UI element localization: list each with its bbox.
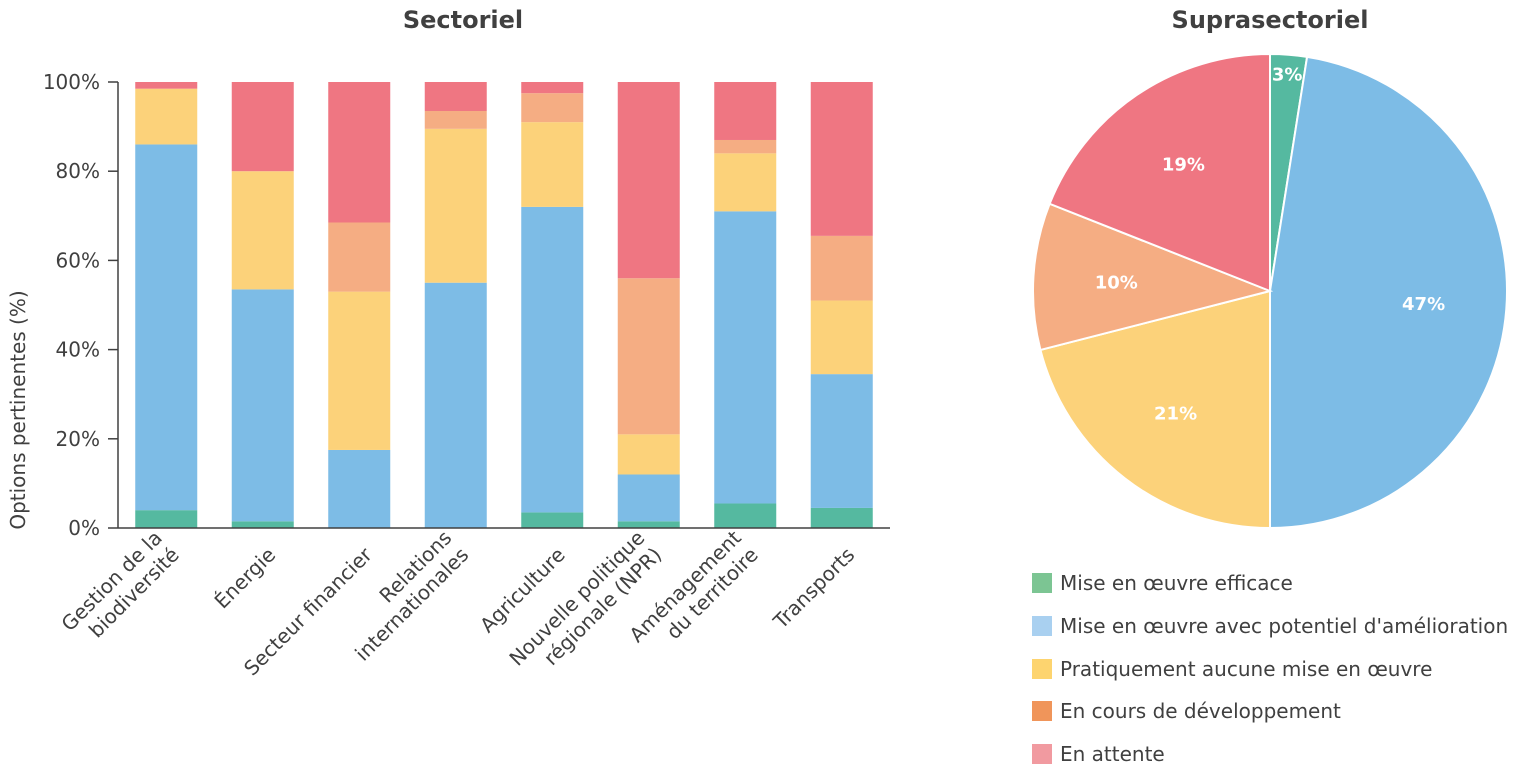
pie-slice [1032, 202, 1274, 352]
x-tick-label-line: Énergie [210, 543, 281, 614]
pie-chart-title: Suprasectoriel [1172, 6, 1369, 34]
bar-segment [521, 82, 584, 94]
bar-segment [810, 235, 873, 301]
bar-segment [231, 289, 294, 522]
legend: Mise en œuvre efficace Mise en œuvre avec… [1032, 562, 1508, 775]
pie-slice [1048, 52, 1271, 293]
bar-segment [810, 82, 873, 236]
pie-slice-label: 19% [1162, 155, 1205, 176]
bar-segment [714, 211, 777, 504]
bar-segment [135, 510, 198, 528]
bar-segment [810, 300, 873, 375]
x-tick-label: Énergie [210, 543, 281, 614]
pie-slice-label: 21% [1154, 404, 1197, 425]
x-tick-label: Transports [768, 543, 859, 634]
bar-segment [424, 282, 487, 528]
bar-segment [714, 139, 777, 154]
legend-item: Mise en œuvre efficace [1032, 562, 1508, 605]
bar-segment [135, 88, 198, 145]
bar-segment [617, 434, 680, 475]
legend-item: En cours de développement [1032, 690, 1508, 733]
pie-slice [1039, 289, 1271, 530]
legend-item: Pratiquement aucune mise en œuvre [1032, 647, 1508, 690]
y-tick-label: 20% [56, 427, 100, 451]
y-tick-label: 100% [43, 70, 100, 94]
y-axis-label: Options pertinentes (%) [6, 290, 30, 529]
bar-segment [328, 222, 391, 292]
pie-slice [1269, 55, 1508, 530]
legend-label: Mise en œuvre efficace [1060, 571, 1293, 596]
legend-label: Mise en œuvre avec potentiel d'améliorat… [1060, 614, 1509, 639]
bar-segment [424, 128, 487, 283]
y-tick-label: 80% [56, 159, 100, 183]
bar-segment [617, 82, 680, 279]
bar-segment [328, 449, 391, 528]
legend-swatch [1032, 573, 1052, 594]
legend-item: En attente [1032, 733, 1508, 775]
y-tick-label: 40% [56, 338, 100, 362]
bar-segment [810, 507, 873, 528]
y-tick-label: 60% [56, 248, 100, 272]
bar-segment [135, 82, 198, 89]
pie-slice-label: 47% [1402, 294, 1445, 315]
legend-item: Mise en œuvre avec potentiel d'améliorat… [1032, 605, 1508, 648]
bar-segment [810, 374, 873, 508]
bar-segment [231, 521, 294, 528]
bar-segment [714, 503, 777, 528]
bar-segment [714, 153, 777, 212]
legend-swatch [1032, 701, 1052, 722]
bar-segment [617, 474, 680, 522]
x-tick-label-line: Transports [768, 543, 859, 634]
bar-segment [328, 82, 391, 223]
bar-segment [231, 171, 294, 290]
legend-label: En attente [1060, 742, 1165, 767]
legend-label: En cours de développement [1060, 699, 1341, 724]
bar-segment [617, 278, 680, 435]
y-tick-label: 0% [68, 516, 100, 540]
bar-segment [328, 291, 391, 450]
bar-segment [617, 521, 680, 528]
legend-swatch [1032, 744, 1052, 765]
bar-segment [521, 122, 584, 207]
legend-swatch [1032, 616, 1052, 637]
bar-segment [521, 206, 584, 513]
bar-segment [521, 93, 584, 123]
pie-slice-label: 10% [1095, 272, 1138, 293]
bar-segment [714, 82, 777, 140]
pie-slice-label: 3% [1272, 65, 1303, 86]
bar-segment [424, 82, 487, 111]
legend-label: Pratiquement aucune mise en œuvre [1060, 656, 1433, 681]
bar-segment [521, 512, 584, 528]
bar-chart-title: Sectoriel [403, 6, 523, 34]
bar-segment [231, 82, 294, 172]
legend-swatch [1032, 658, 1052, 679]
bar-segment [424, 110, 487, 129]
bar-segment [135, 144, 198, 511]
